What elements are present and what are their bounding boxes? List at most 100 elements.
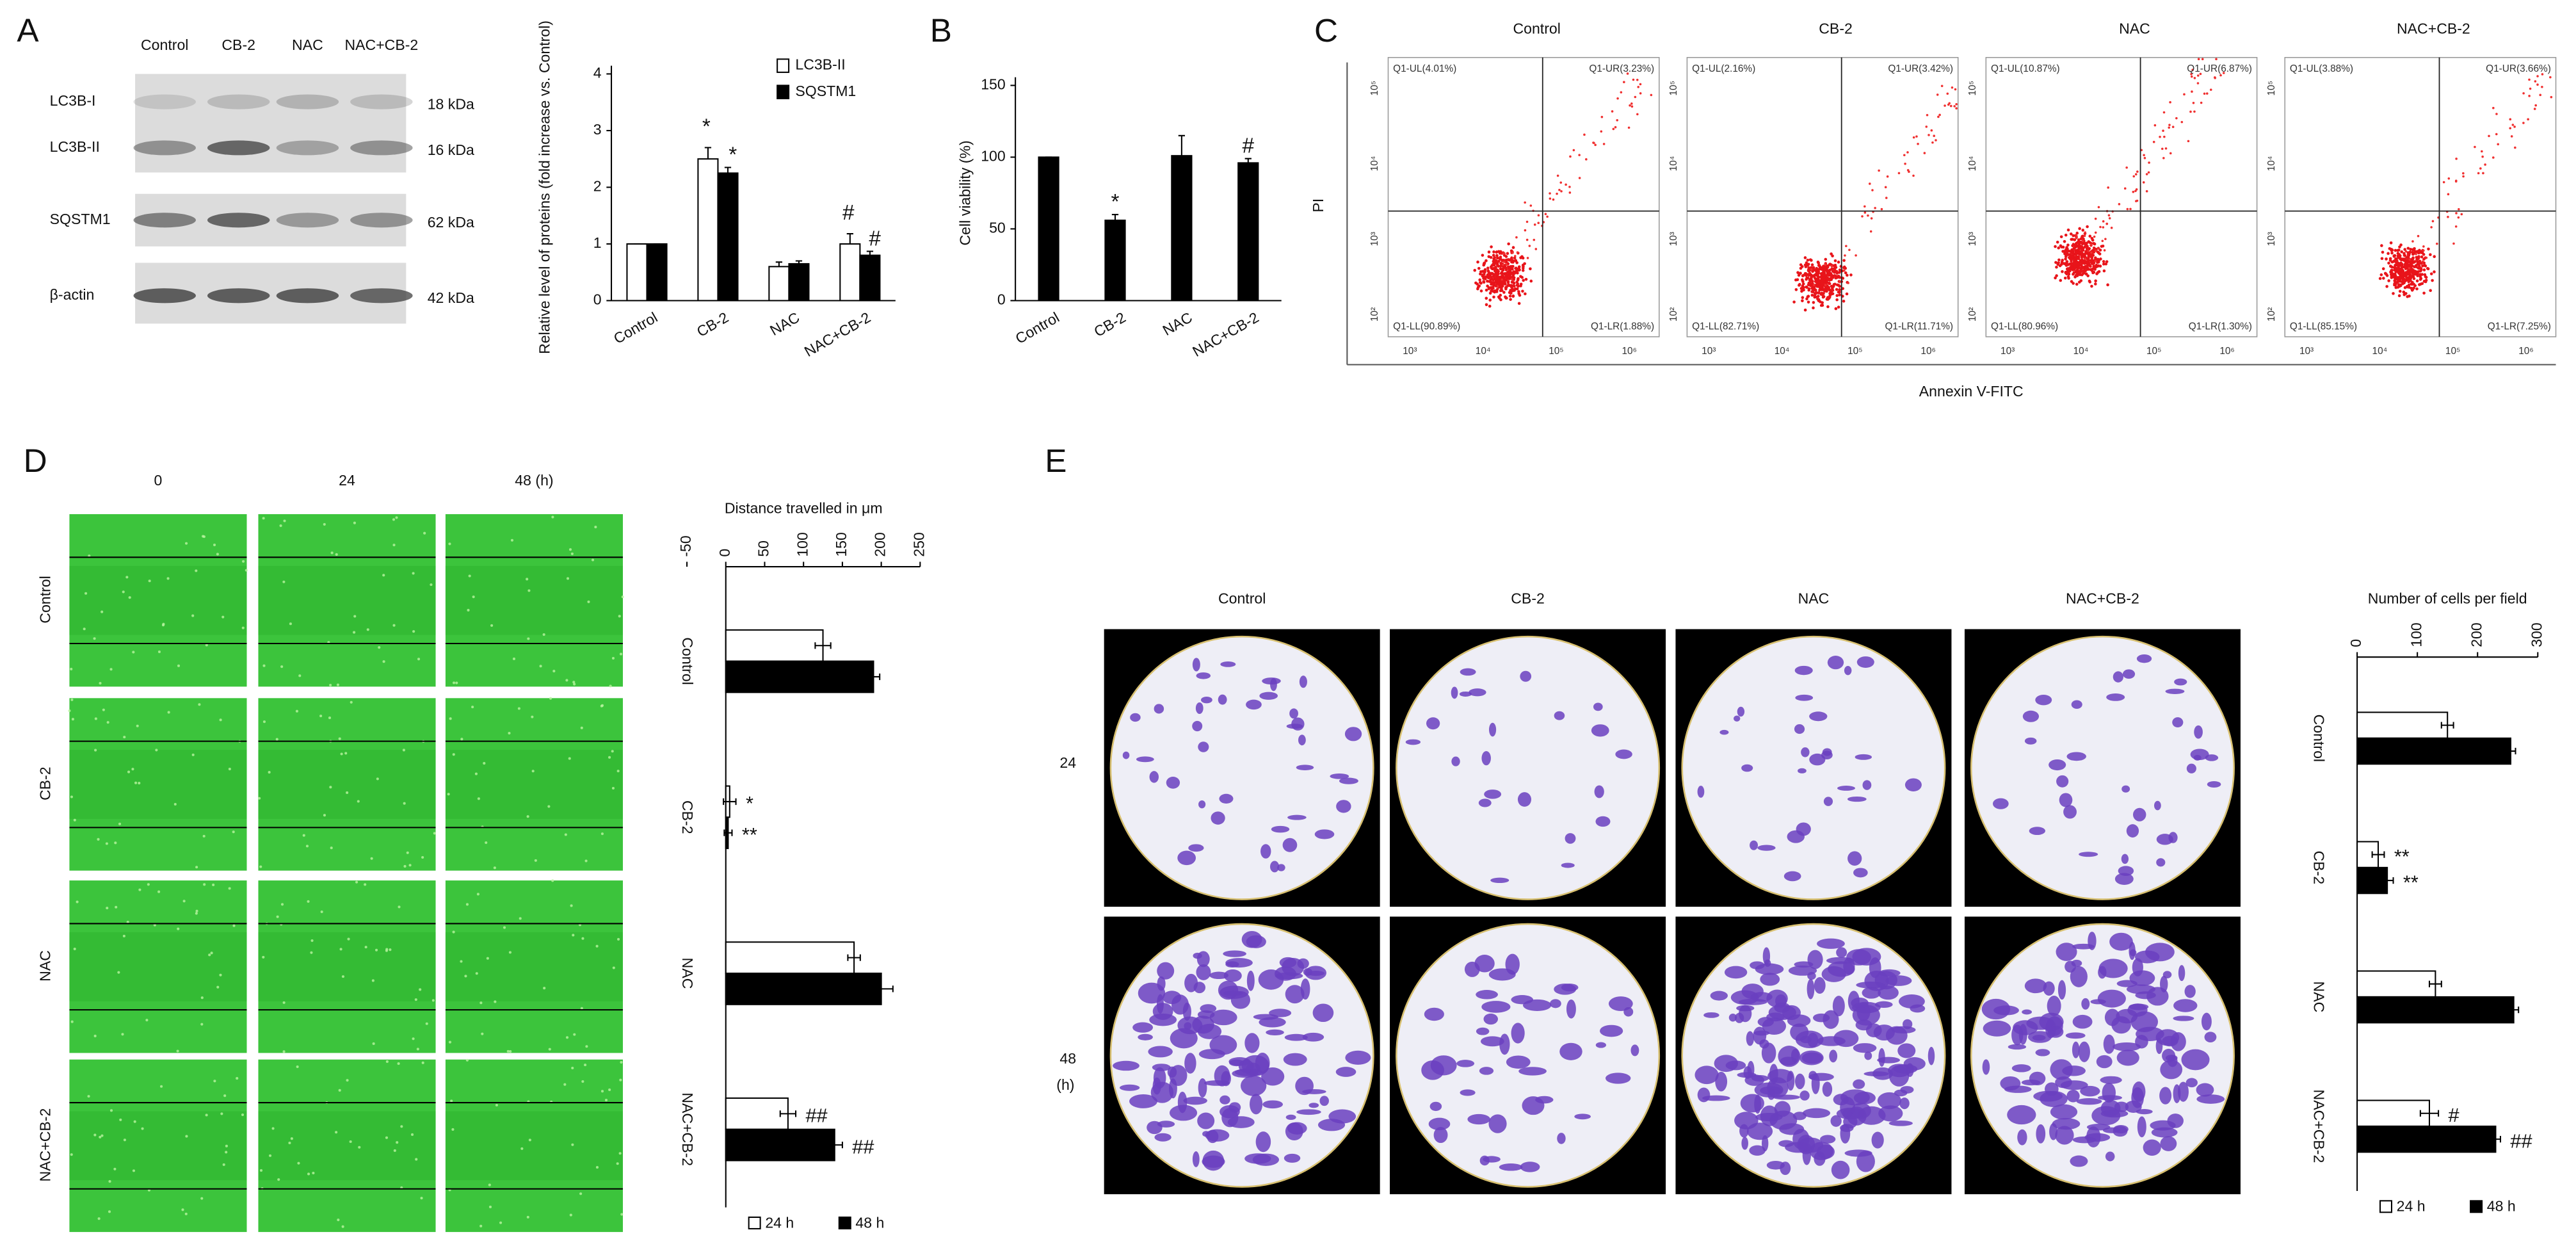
event-dot xyxy=(2094,231,2097,234)
stained-cell xyxy=(2022,1009,2033,1015)
stained-cell xyxy=(1198,741,1209,752)
quadrant-label: Q1-LR(1.30%) xyxy=(2189,321,2252,332)
event-dot xyxy=(2054,245,2057,248)
cell-speck xyxy=(121,1033,124,1036)
event-dot xyxy=(1812,306,1815,310)
stained-cell xyxy=(1877,1092,1901,1110)
cell-speck xyxy=(113,1167,117,1170)
event-dot xyxy=(1870,217,1873,220)
blot-band xyxy=(350,288,413,304)
y-axis-label: Relative level of proteins (fold increas… xyxy=(536,20,553,354)
quadrant-label: Q1-UR(3.66%) xyxy=(2486,63,2551,74)
stained-cell xyxy=(2072,1041,2080,1058)
event-dot xyxy=(1487,250,1491,254)
event-dot xyxy=(1817,264,1821,267)
event-dot xyxy=(2069,232,2073,236)
cell-speck xyxy=(402,749,405,752)
stained-cell xyxy=(1809,711,1828,722)
cell-speck xyxy=(307,900,310,903)
stained-cell xyxy=(1766,1012,1785,1022)
event-dot xyxy=(2169,152,2172,155)
event-dot xyxy=(2059,235,2063,239)
event-dot xyxy=(1636,113,1639,116)
event-dot xyxy=(2092,270,2096,274)
stained-cell xyxy=(1697,786,1705,798)
stained-cell xyxy=(1113,1060,1139,1071)
stained-cell xyxy=(2096,1055,2113,1069)
event-dot xyxy=(1807,273,1810,277)
band-name: SQSTM1 xyxy=(50,211,111,227)
event-dot xyxy=(1482,263,1486,267)
event-dot xyxy=(2059,279,2063,282)
event-dot xyxy=(2390,276,2394,279)
blot-band xyxy=(207,213,270,228)
event-dot xyxy=(1861,215,1864,218)
stained-cell xyxy=(1150,1081,1174,1103)
cell-speck xyxy=(148,579,151,583)
stained-cell xyxy=(1853,868,1868,878)
event-dot xyxy=(1816,295,1820,298)
stained-cell xyxy=(1566,999,1576,1019)
event-dot xyxy=(1544,213,1547,216)
category-label: NAC+CB-2 xyxy=(679,1092,696,1166)
cell-speck xyxy=(157,890,161,893)
cell-speck xyxy=(161,624,165,627)
cell-speck xyxy=(71,718,74,721)
cell-speck xyxy=(448,1040,452,1044)
scratch-gap xyxy=(258,565,436,635)
event-dot xyxy=(2398,289,2402,293)
event-dot xyxy=(2380,257,2384,261)
stained-cell xyxy=(1195,702,1203,715)
event-dot xyxy=(1948,102,1951,105)
stained-cell xyxy=(1842,1109,1853,1119)
lane-label: CB-2 xyxy=(221,36,255,53)
event-dot xyxy=(2447,216,2449,218)
event-dot xyxy=(2539,93,2542,97)
event-dot xyxy=(2080,263,2083,267)
lane-label: NAC xyxy=(292,36,323,53)
stained-cell xyxy=(1424,1007,1444,1021)
event-dot xyxy=(2066,228,2070,232)
event-dot xyxy=(1490,282,1493,286)
event-dot xyxy=(1504,273,1508,277)
event-dot xyxy=(1931,141,1934,144)
cell-speck xyxy=(93,1133,97,1137)
cell-speck xyxy=(621,595,624,599)
event-dot xyxy=(1516,271,1519,275)
stained-cell xyxy=(1201,697,1212,704)
cell-speck xyxy=(512,657,516,661)
cell-speck xyxy=(564,833,567,836)
cell-speck xyxy=(220,1112,223,1115)
event-dot xyxy=(1508,270,1512,273)
cell-speck xyxy=(620,1060,623,1064)
event-dot xyxy=(1908,170,1910,174)
stained-cell xyxy=(1809,1142,1833,1160)
stained-cell xyxy=(2021,1080,2041,1086)
blot-band xyxy=(207,94,270,109)
event-dot xyxy=(1817,281,1821,285)
stained-cell xyxy=(2011,1064,2031,1073)
cell-speck xyxy=(213,544,216,547)
cell-speck xyxy=(595,944,599,948)
stained-cell xyxy=(1807,950,1823,969)
membrane xyxy=(1681,635,1946,900)
event-dot xyxy=(1830,252,1833,255)
bar xyxy=(859,254,881,302)
stained-cell xyxy=(1983,1020,2011,1037)
stained-cell xyxy=(2114,873,2134,885)
stained-cell xyxy=(1755,963,1784,975)
stained-cell xyxy=(1154,704,1164,714)
event-dot xyxy=(2394,248,2397,252)
stained-cell xyxy=(1223,950,1246,957)
event-dot xyxy=(1490,266,1493,270)
event-dot xyxy=(1520,275,1524,279)
stained-cell xyxy=(1220,661,1236,667)
event-dot xyxy=(1529,204,1533,207)
legend-label: 24 h xyxy=(2397,1198,2426,1215)
x-tick-label: 10⁴ xyxy=(1476,346,1491,357)
event-dot xyxy=(2094,217,2097,220)
event-dot xyxy=(1828,291,1831,295)
stained-cell xyxy=(1630,1044,1639,1057)
stained-cell xyxy=(1855,754,1872,760)
row-label: 24 xyxy=(1059,754,1076,771)
